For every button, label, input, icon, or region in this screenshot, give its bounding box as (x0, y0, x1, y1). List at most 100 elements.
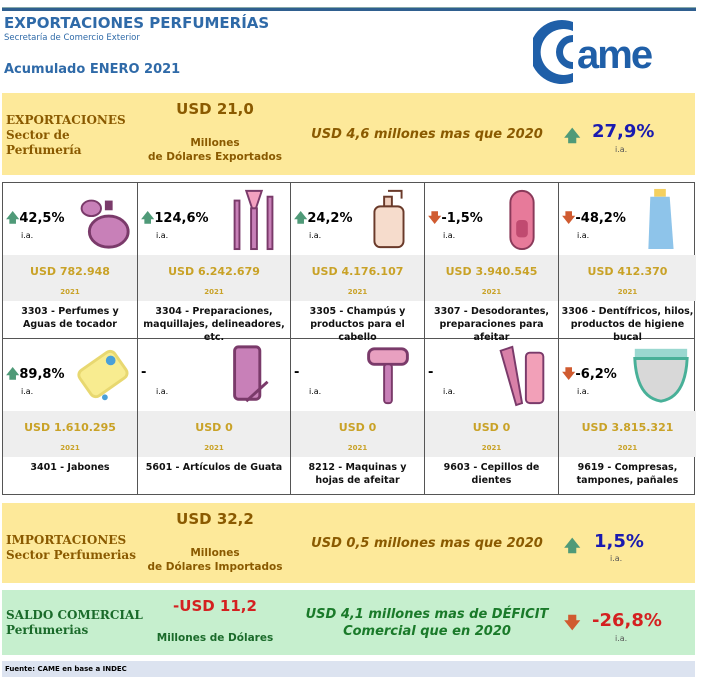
imports-ia: i.a. (610, 554, 623, 563)
product-card: - i.a. USD 0 2021 8212 - Maquinas y hoja… (291, 339, 425, 495)
product-usd: USD 1.610.295 (24, 421, 116, 434)
product-change: 🡇-48,2% (562, 209, 626, 231)
product-year: 2021 (60, 444, 80, 452)
arrow-down-icon: 🡇 (562, 211, 576, 226)
exports-unit-1: Millones (190, 137, 240, 149)
imports-pct: 1,5% (594, 531, 644, 552)
perfume-icon (80, 199, 130, 249)
imports-unit-1: Millones (190, 547, 240, 559)
product-usd: USD 0 (195, 421, 233, 434)
product-change: 🡅42,5% (6, 209, 64, 231)
product-card: - i.a. USD 0 2021 9603 - Cepillos de die… (425, 339, 559, 495)
period-label: Acumulado ENERO 2021 (4, 62, 181, 77)
imports-diff: USD 0,5 millones mas que 2020 (311, 536, 543, 551)
balance-diff-2: Comercial que en 2020 (343, 624, 511, 639)
razor-icon (367, 347, 409, 405)
product-description: 3307 - Desodorantes, preparaciones para … (434, 306, 549, 343)
shampoo-bottle-icon (373, 189, 405, 249)
arrow-up-icon: 🡅 (6, 367, 20, 382)
product-usd: USD 412.370 (587, 265, 668, 278)
product-year: 2021 (617, 288, 638, 296)
product-pct: 124,6% (154, 211, 209, 226)
product-pct: - (428, 365, 434, 380)
product-ia: i.a. (577, 387, 590, 396)
product-pct: 89,8% (19, 367, 65, 382)
exports-ia: i.a. (615, 145, 628, 154)
product-year: 2021 (60, 288, 80, 296)
product-change: 🡅124,6% (141, 209, 209, 231)
product-change: 🡅24,2% (294, 209, 352, 231)
arrow-up-icon: 🡅 (141, 211, 155, 226)
product-row: 🡅89,8% i.a. USD 1.610.295 2021 3401 - Ja… (3, 339, 696, 495)
balance-diff-1: USD 4,1 millones mas de DÉFICIT (305, 607, 549, 622)
balance-pct: -26,8% (592, 610, 662, 631)
product-card: 🡅124,6% i.a. USD 6.242.679 2021 3304 - P… (138, 183, 291, 343)
product-card: 🡇-1,5% i.a. USD 3.940.545 2021 3307 - De… (425, 183, 559, 343)
product-card: 🡅89,8% i.a. USD 1.610.295 2021 3401 - Ja… (3, 339, 138, 495)
product-card: - i.a. USD 0 2021 5601 - Artículos de Gu… (138, 339, 291, 495)
product-ia: i.a. (443, 231, 456, 240)
product-year: 2021 (204, 288, 224, 296)
toothbrush-icon (499, 345, 545, 407)
product-ia: i.a. (156, 231, 169, 240)
exports-sector-label: Sector de (6, 128, 70, 142)
product-description: 8212 - Maquinas y hojas de afeitar (308, 462, 407, 486)
product-change: - (428, 365, 433, 380)
product-change: 🡇-1,5% (428, 209, 483, 231)
product-usd: USD 3.815.321 (581, 421, 674, 434)
product-ia: i.a. (577, 231, 590, 240)
arrow-down-icon: 🡇 (428, 211, 442, 226)
balance-label: SALDO COMERCIAL (6, 608, 143, 622)
arrow-up-icon: 🡅 (564, 126, 581, 145)
product-description: 3401 - Jabones (30, 462, 110, 473)
product-year: 2021 (347, 288, 368, 296)
product-card: 🡇-6,2% i.a. USD 3.815.321 2021 9619 - Co… (559, 339, 696, 495)
arrow-down-icon: 🡇 (564, 613, 581, 632)
product-description: 9603 - Cepillos de dientes (443, 462, 540, 486)
product-usd: USD 4.176.107 (311, 265, 404, 278)
product-description: 3303 - Perfumes y Aguas de tocador (21, 306, 119, 330)
deodorant-icon (509, 189, 535, 251)
arrow-up-icon: 🡅 (6, 211, 20, 226)
product-grid: 🡅42,5% i.a. USD 782.948 2021 3303 - Perf… (2, 182, 696, 495)
arrow-up-icon: 🡅 (564, 536, 581, 555)
exports-unit-2: de Dólares Exportados (147, 151, 283, 163)
arrow-down-icon: 🡇 (562, 367, 576, 382)
product-description: 3306 - Dentífricos, hilos, productos de … (561, 306, 694, 343)
product-year: 2021 (617, 444, 638, 452)
imports-label: IMPORTACIONES (6, 533, 127, 547)
balance-usd: -USD 11,2 (173, 597, 257, 615)
product-ia: i.a. (21, 231, 34, 240)
product-change: - (141, 365, 146, 380)
product-usd: USD 0 (472, 421, 511, 434)
imports-sector-label: Sector Perfumerias (6, 548, 136, 562)
product-row: 🡅42,5% i.a. USD 782.948 2021 3303 - Perf… (3, 183, 696, 343)
product-change: 🡅89,8% (6, 365, 64, 387)
product-ia: i.a. (443, 387, 456, 396)
product-usd: USD 782.948 (30, 265, 110, 278)
exports-usd: USD 21,0 (176, 100, 254, 118)
product-pct: 24,2% (307, 211, 353, 226)
imports-usd: USD 32,2 (176, 510, 254, 528)
balance-summary: SALDO COMERCIAL Perfumerias -USD 11,2 Mi… (2, 590, 695, 655)
came-logo: ame (533, 20, 654, 84)
product-description: 9619 - Compresas, tampones, pañales (576, 462, 679, 486)
exports-label: EXPORTACIONES (6, 113, 126, 127)
makeup-brushes-icon (233, 189, 274, 251)
product-usd: USD 3.940.545 (445, 265, 538, 278)
product-usd: USD 0 (338, 421, 377, 434)
imports-unit-2: de Dólares Importados (147, 561, 283, 573)
svg-text:ame: ame (577, 33, 652, 77)
soap-icon (77, 349, 129, 401)
imports-summary: IMPORTACIONES Sector Perfumerias USD 32,… (2, 503, 695, 583)
toothpaste-icon (648, 188, 674, 250)
exports-summary: EXPORTACIONES Sector de Perfumería USD 2… (2, 93, 695, 175)
balance-sector-label: Perfumerias (6, 623, 89, 637)
product-change: 🡇-6,2% (562, 365, 617, 387)
product-pct: - (141, 365, 147, 380)
balance-ia: i.a. (615, 634, 628, 643)
diaper-icon (633, 348, 689, 403)
product-description: 3305 - Champús y productos para el cabel… (309, 306, 406, 343)
product-card: 🡅42,5% i.a. USD 782.948 2021 3303 - Perf… (3, 183, 138, 339)
exports-sector-name: Perfumería (6, 143, 82, 157)
